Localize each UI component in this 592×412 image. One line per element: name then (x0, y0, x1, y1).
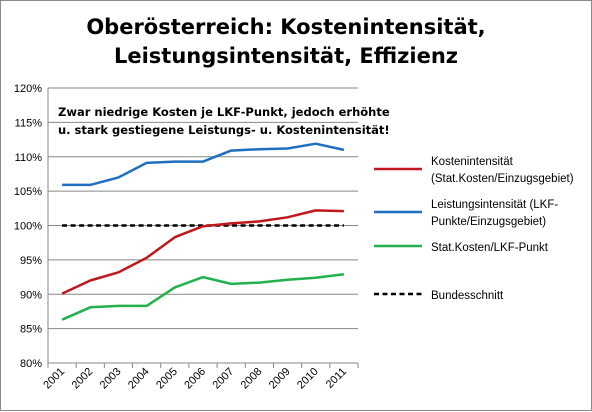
chart-title-line-1: Oberösterreich: Kostenintensität, (86, 15, 485, 39)
series-lines (61, 142, 345, 321)
x-tick-label: 2010 (295, 366, 321, 392)
legend: Kostenintensität (Stat.Kosten/Einzugsgebi… (374, 156, 574, 302)
series-line-2 (61, 273, 345, 321)
legend-label-0: (Stat.Kosten/Einzugsgebiet) (431, 173, 574, 185)
y-tick-label: 110% (15, 152, 43, 164)
x-tick-label: 2001 (41, 366, 67, 392)
series-line-0 (61, 209, 344, 295)
x-tick-label: 2006 (182, 366, 208, 392)
y-tick-label: 105% (14, 186, 42, 198)
legend-label-3: Bundesschnitt (431, 290, 504, 302)
legend-label-1: Punkte/Einzugsgebiet) (431, 216, 546, 228)
x-tick-label: 2005 (154, 366, 180, 392)
x-tick-label: 2003 (98, 366, 124, 392)
annotation-line-1: Zwar niedrige Kosten je LKF-Punkt, jedoc… (58, 105, 390, 119)
legend-label-0: Kostenintensität (431, 156, 514, 168)
x-tick-label: 2007 (211, 366, 237, 392)
y-tick-label: 100% (14, 221, 42, 233)
x-tick-label: 2011 (324, 366, 349, 391)
legend-label-2: Stat.Kosten/LKF-Punkt (431, 242, 549, 254)
y-tick-label: 90% (20, 289, 42, 301)
axes (47, 88, 359, 368)
y-tick-label: 95% (20, 255, 42, 267)
series-line-1 (62, 142, 345, 187)
y-tick-label: 115% (15, 117, 43, 129)
y-tick-label: 85% (20, 324, 42, 336)
annotation-line-2: u. stark gestiegene Leistungs- u. Kosten… (58, 123, 390, 137)
legend-label-1: Leistungsintensität (LKF- (431, 199, 558, 211)
y-tick-label: 80% (20, 358, 42, 370)
x-tick-label: 2008 (239, 366, 265, 392)
chart-title-line-2: Leistungsintensität, Effizienz (114, 44, 458, 68)
y-tick-label: 120% (14, 83, 42, 95)
x-tick-label: 2004 (126, 366, 152, 392)
x-tick-label: 2009 (267, 366, 293, 392)
x-tick-label: 2002 (70, 366, 96, 392)
